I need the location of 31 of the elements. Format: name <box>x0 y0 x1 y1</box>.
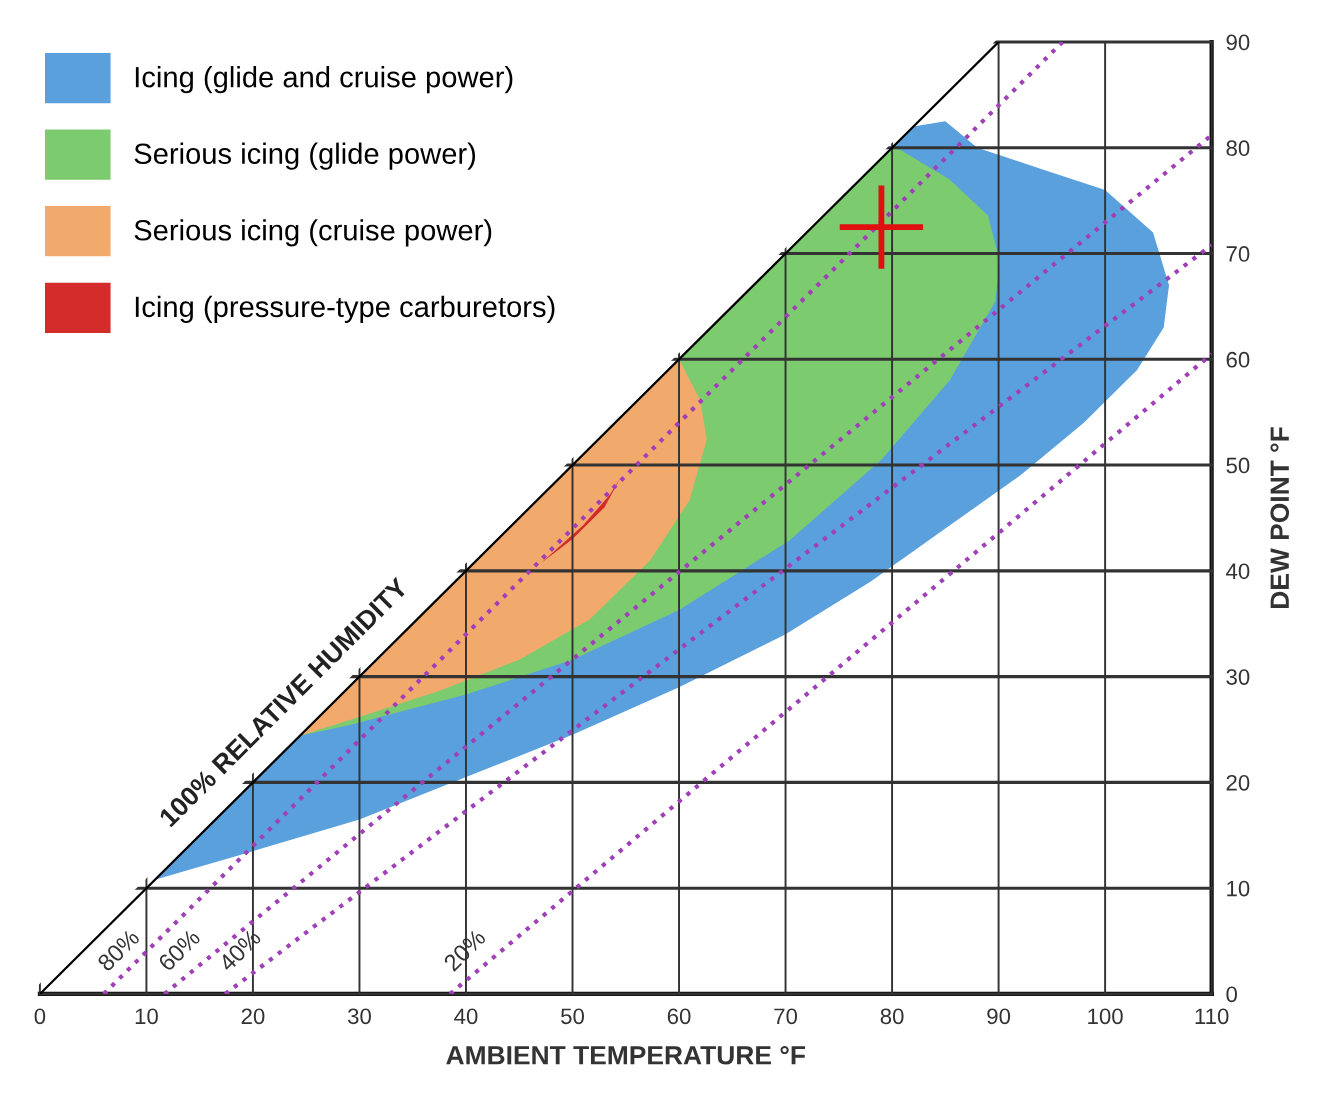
y-tick-label: 80 <box>1226 140 1250 157</box>
text: 40% <box>217 928 262 973</box>
x-tick-label: 100 <box>1088 1008 1123 1025</box>
x-tick-label: 50 <box>561 1008 584 1025</box>
text: 80% <box>96 928 141 973</box>
legend-label: Icing (pressure-type carburetors) <box>135 295 555 323</box>
x-tick-label: 40 <box>454 1008 478 1025</box>
x-tick-label: 110 <box>1195 1008 1229 1025</box>
y-tick-label: 20 <box>1226 774 1250 791</box>
legend-label: Serious icing (cruise power) <box>134 219 492 247</box>
y-axis-title: DEW POINT °F <box>1270 427 1290 608</box>
legend-label: Icing (glide and cruise power) <box>135 66 513 94</box>
y-tick-label: 60 <box>1226 351 1250 368</box>
x-tick-label: 0 <box>34 1008 46 1025</box>
y-tick-label: 10 <box>1227 880 1250 897</box>
text: 60% <box>157 928 202 972</box>
y-tick-label: 40 <box>1226 563 1250 580</box>
y-tick-label: 90 <box>1226 34 1250 51</box>
x-tick-label: 80 <box>880 1008 904 1025</box>
x-tick-label: 30 <box>347 1008 371 1025</box>
legend-label: Serious icing (glide power) <box>134 142 476 170</box>
y-tick-label: 70 <box>1226 246 1250 262</box>
x-axis-title: AMBIENT TEMPERATURE °F <box>446 1045 806 1065</box>
x-tick-label: 70 <box>774 1008 798 1025</box>
x-tick-label: 10 <box>135 1008 158 1025</box>
x-tick-label: 60 <box>667 1008 691 1025</box>
x-tick-label: 90 <box>987 1008 1011 1025</box>
x-tick-label: 20 <box>241 1008 265 1025</box>
y-tick-label: 0 <box>1226 986 1238 1003</box>
y-tick-label: 50 <box>1226 457 1250 474</box>
y-tick-label: 30 <box>1226 669 1250 685</box>
